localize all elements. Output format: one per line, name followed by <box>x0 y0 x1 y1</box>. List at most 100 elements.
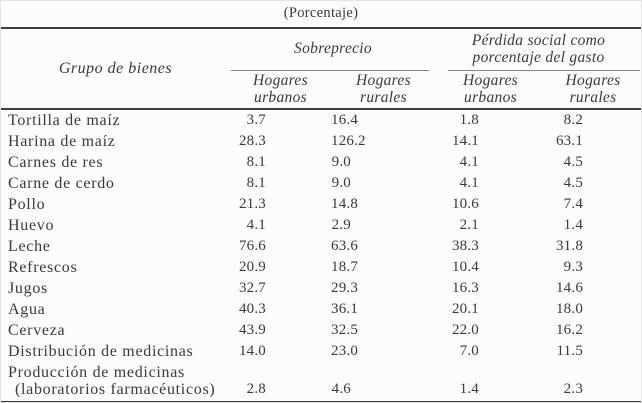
cell-value: 1.4 <box>563 217 584 233</box>
column-header-hogares-urbanos-1: Hogares urbanos <box>230 71 331 110</box>
table-row: Tortilla de maíz 3.7 16.4 1.8 8.2 <box>1 109 641 131</box>
cell-value: 2.1 <box>459 217 480 233</box>
table-row: Agua 40.3 36.1 20.1 18.0 <box>1 299 641 320</box>
cell-value: 4.1 <box>459 175 480 191</box>
row-label-text: Harina de maíz <box>8 132 116 150</box>
row-group-header: Grupo de bienes <box>1 28 230 110</box>
table-row: Producción de medicinas (laboratorios far… <box>1 362 641 402</box>
cell-value: 32.5 <box>331 322 359 338</box>
cell-value: 16.4 <box>331 112 359 128</box>
column-header-row: Hogares urbanos Hogares rurales Hogares … <box>1 71 641 110</box>
group-underline-sobreprecio <box>231 70 430 71</box>
cell-value: 29.3 <box>331 280 359 296</box>
cell-value: 38.3 <box>451 238 480 254</box>
cell-value: 14.1 <box>451 133 480 149</box>
cell-value: 18.7 <box>331 259 359 275</box>
table-header: Grupo de bienes Sobreprecio Pérdida soci… <box>1 28 641 110</box>
cell-value: 14.0 <box>238 343 266 359</box>
cell-value: 10.6 <box>451 196 480 212</box>
cell-value: 2.3 <box>545 362 641 402</box>
table-row: Carnes de res 8.1 9.0 4.1 4.5 <box>1 152 641 173</box>
cell-value: 4.1 <box>459 154 480 170</box>
table-units-subtitle: (Porcentaje) <box>283 5 359 21</box>
cell-value: 20.1 <box>451 301 480 317</box>
table-row: Pollo 21.3 14.8 10.6 7.4 <box>1 194 641 215</box>
row-label-text: Refrescos <box>8 258 78 276</box>
row-label: Distribución de medicinas <box>1 341 230 362</box>
cell-value: 18.0 <box>555 301 584 317</box>
cell-value: 7.4 <box>563 196 584 212</box>
cell-value: 8.1 <box>246 175 266 191</box>
cell-value: 4.1 <box>246 217 266 233</box>
cell-value: 1.8 <box>459 112 480 128</box>
row-label: Refrescos <box>1 257 230 278</box>
group-header-perdida-social: Pérdida social como porcentaje del gasto <box>436 28 641 71</box>
cell-value: 36.1 <box>331 301 359 317</box>
cell-value: 76.6 <box>238 238 266 254</box>
cell-value: 40.3 <box>238 301 266 317</box>
group-header-perdida-social-text: Pérdida social como porcentaje del gasto <box>471 32 606 66</box>
row-label: Producción de medicinas (laboratorios far… <box>1 362 230 402</box>
row-label: Carne de cerdo <box>1 173 230 194</box>
cell-value: 23.0 <box>331 343 359 359</box>
table-row: Harina de maíz 28.3 126.2 14.1 63.1 <box>1 131 641 152</box>
row-label-text: Pollo <box>8 195 46 213</box>
column-header-hogares-rurales-1: Hogares rurales <box>331 71 437 110</box>
cell-value: 4.6 <box>331 362 437 402</box>
row-label: Tortilla de maíz <box>1 109 230 131</box>
row-label-text: Huevo <box>8 216 55 234</box>
column-header-hogares-rurales-2: Hogares rurales <box>545 71 641 110</box>
cell-value: 8.2 <box>563 112 584 128</box>
row-label-text: Tortilla de maíz <box>8 111 121 129</box>
cell-value: 21.3 <box>238 196 266 212</box>
table-row: Cerveza 43.9 32.5 22.0 16.2 <box>1 320 641 341</box>
group-header-row: Grupo de bienes Sobreprecio Pérdida soci… <box>1 28 641 110</box>
table-body: Tortilla de maíz 3.7 16.4 1.8 8.2 Harina de m… <box>1 109 641 402</box>
cell-value: 2.8 <box>230 362 331 402</box>
row-label-text: Carnes de res <box>8 153 104 171</box>
row-label: Huevo <box>1 215 230 236</box>
cell-value: 1.4 <box>436 362 546 402</box>
row-label-text: Leche <box>8 237 51 255</box>
cell-value: 3.7 <box>246 112 266 128</box>
cell-value: 16.2 <box>555 322 584 338</box>
cell-value: 16.3 <box>451 280 480 296</box>
row-label: Cerveza <box>1 320 230 341</box>
row-label-text: Carne de cerdo <box>8 174 115 192</box>
cell-value: 126.2 <box>331 133 366 149</box>
cell-value: 14.6 <box>555 280 584 296</box>
cell-value: 43.9 <box>238 322 266 338</box>
group-header-sobreprecio: Sobreprecio <box>230 28 436 71</box>
cell-value: 9.3 <box>563 259 584 275</box>
cell-value: 28.3 <box>238 133 266 149</box>
table-row: Refrescos 20.9 18.7 10.4 9.3 <box>1 257 641 278</box>
cell-value: 63.6 <box>331 238 359 254</box>
cell-value: 63.1 <box>555 133 584 149</box>
data-table: Grupo de bienes Sobreprecio Pérdida soci… <box>1 27 641 402</box>
table-row: Distribución de medicinas 14.0 23.0 7.0 11.5 <box>1 341 641 362</box>
cell-value: 32.7 <box>238 280 266 296</box>
row-group-header-text: Grupo de bienes <box>58 59 173 77</box>
cell-value: 9.0 <box>331 154 352 170</box>
cell-value: 10.4 <box>451 259 480 275</box>
row-label: Pollo <box>1 194 230 215</box>
table-row: Huevo 4.1 2.9 2.1 1.4 <box>1 215 641 236</box>
row-label-text: Cerveza <box>8 321 66 339</box>
row-label: Agua <box>1 299 230 320</box>
cell-value: 14.8 <box>331 196 359 212</box>
row-label-text: Distribución de medicinas <box>8 342 194 360</box>
table-row: Leche 76.6 63.6 38.3 31.8 <box>1 236 641 257</box>
cell-value: 31.8 <box>555 238 584 254</box>
table-row: Carne de cerdo 8.1 9.0 4.1 4.5 <box>1 173 641 194</box>
table-row: Jugos 32.7 29.3 16.3 14.6 <box>1 278 641 299</box>
row-label: Carnes de res <box>1 152 230 173</box>
cell-value: 11.5 <box>556 343 584 359</box>
row-sublabel-text: (laboratorios farmacéuticos) <box>15 381 216 398</box>
row-label-text: Agua <box>8 300 46 318</box>
group-header-sobreprecio-text: Sobreprecio <box>294 40 372 58</box>
row-label-text: Producción de medicinas <box>8 364 185 381</box>
row-label: Leche <box>1 236 230 257</box>
row-label: Harina de maíz <box>1 131 230 152</box>
cell-value: 20.9 <box>238 259 266 275</box>
